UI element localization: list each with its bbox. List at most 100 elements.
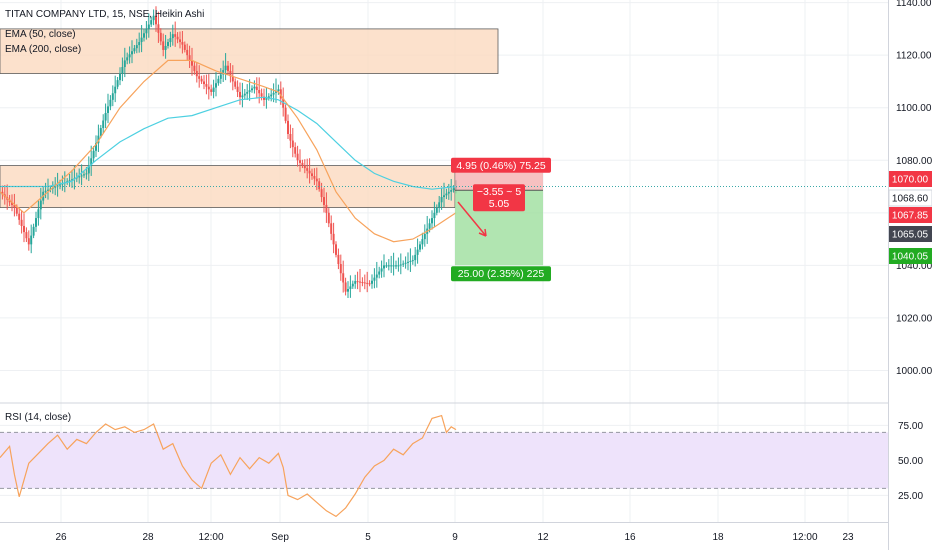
target-label-box [451, 266, 551, 282]
candle-body [409, 260, 412, 262]
candle-body [162, 41, 165, 50]
rsi-band [0, 432, 888, 489]
candle-body [109, 99, 112, 107]
candle-body [167, 42, 169, 46]
candle-body [8, 199, 11, 203]
candle-body [337, 254, 340, 265]
candle-body [301, 162, 304, 166]
candle-body [267, 96, 270, 99]
price-label-box-1 [888, 189, 932, 207]
candle-body [306, 168, 309, 171]
stop-label-box [451, 157, 551, 173]
price-label-1: 1068.60 [892, 194, 929, 205]
candle-body [13, 204, 16, 208]
candle-body [265, 98, 268, 100]
candle-body [150, 20, 153, 25]
rsi-line [0, 414, 457, 518]
candle-body [416, 249, 419, 255]
candle-body [181, 42, 184, 45]
candle-body [80, 175, 83, 177]
candle-body [373, 277, 376, 281]
ema50-legend[interactable]: EMA (50, close) [5, 29, 76, 40]
candle-body [30, 235, 33, 245]
candle-body [392, 265, 395, 267]
time-tick-10: 23 [842, 532, 854, 543]
rsi-tick-1: 50.00 [898, 456, 923, 467]
candle-body [56, 185, 59, 187]
ema200-legend[interactable]: EMA (200, close) [5, 44, 82, 55]
candle-body [308, 170, 311, 174]
price-tick-3: 1080.00 [896, 156, 932, 167]
candle-body [330, 223, 333, 234]
candle-body [54, 186, 57, 188]
candle-body [289, 134, 292, 141]
candle-body [198, 76, 201, 79]
candle-body [111, 93, 114, 100]
candle-body [279, 89, 282, 99]
candle-body [131, 51, 133, 55]
price-label-2: 1067.85 [892, 211, 929, 222]
candle-body [447, 191, 450, 194]
candle-body [296, 153, 299, 161]
price-label-box-0 [889, 171, 932, 187]
ema200-line [0, 96, 457, 190]
candle-body [169, 38, 172, 43]
candle-body [15, 207, 18, 214]
candle-body [90, 158, 93, 166]
time-tick-3: Sep [271, 532, 289, 543]
candle-body [260, 93, 263, 97]
candle-body [423, 233, 426, 240]
candle-body [59, 184, 61, 186]
candle-body [231, 76, 234, 82]
candle-body [263, 96, 265, 100]
time-tick-2: 12:00 [198, 532, 223, 543]
candle-body [23, 225, 25, 233]
candle-body [25, 232, 28, 239]
candle-body [104, 112, 107, 121]
candle-body [32, 226, 35, 236]
candle-body [133, 48, 136, 52]
candle-body [320, 189, 323, 198]
candle-body [205, 84, 208, 87]
candle-body [431, 218, 433, 224]
candle-body [215, 83, 217, 88]
candle-body [37, 209, 40, 219]
candle-body [99, 128, 102, 136]
candle-body [255, 86, 258, 90]
time-tick-8: 18 [712, 532, 724, 543]
candle-body [222, 70, 225, 75]
candle-body [68, 180, 71, 182]
candle-body [445, 193, 448, 196]
candle-body [402, 263, 405, 265]
candle-body [366, 282, 369, 284]
candle-body [323, 197, 325, 205]
price-tick-0: 1140.00 [896, 0, 932, 9]
pnl-label-box [473, 184, 525, 212]
candle-body [102, 120, 105, 129]
candle-body [354, 281, 357, 284]
candle-body [294, 147, 297, 154]
rsi-legend[interactable]: RSI (14, close) [5, 412, 72, 423]
candle-body [35, 218, 37, 227]
candle-body [239, 91, 241, 98]
candle-body [380, 268, 383, 272]
candle-body [325, 204, 328, 213]
candle-body [20, 219, 23, 226]
time-tick-4: 5 [365, 532, 371, 543]
candle-body [414, 254, 417, 261]
time-tick-1: 28 [142, 532, 154, 543]
candle-body [71, 179, 73, 181]
candle-body [356, 281, 359, 283]
pnl-label-text-0: −3.55 ~ 5 [477, 186, 522, 198]
trend-arrow-head [478, 228, 487, 237]
candle-body [174, 34, 177, 37]
candle-body [332, 233, 335, 245]
candle-body [47, 189, 49, 191]
candle-body [433, 212, 436, 219]
time-tick-0: 26 [55, 532, 67, 543]
candle-body [44, 190, 47, 192]
candle-body [438, 202, 441, 208]
candle-body [243, 93, 246, 96]
candle-body [428, 223, 431, 229]
